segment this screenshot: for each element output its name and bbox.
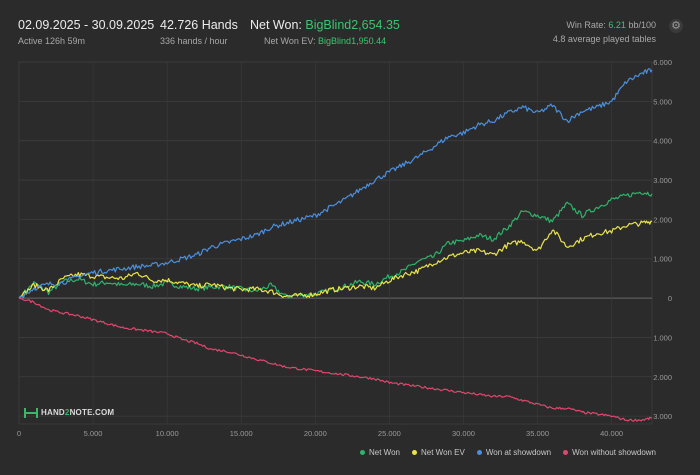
y-axis-labels: 6.000 5.000 4.000 3.000 2.000 1.000 0 1.000 2.00… <box>653 58 672 421</box>
net-won-ev-value: BigBlind1,950.44 <box>318 36 387 46</box>
y-tick-label: 4.000 <box>653 137 672 146</box>
legend-label: Won at showdown <box>485 448 552 457</box>
win-rate-block: Win Rate: 6.21 bb/100 4.8 average played… <box>553 18 656 44</box>
y-tick-label: 0 <box>668 294 672 303</box>
win-rate-label: Win Rate: <box>566 20 606 30</box>
chart-series <box>18 68 653 422</box>
results-chart: 6.000 5.000 4.000 3.000 2.000 1.000 0 1.000 2.00… <box>17 58 672 438</box>
y-tick-label: 5.000 <box>653 97 672 106</box>
legend-dot-icon <box>476 450 482 456</box>
win-rate: Win Rate: 6.21 bb/100 <box>553 20 656 30</box>
net-won: Net Won: BigBlind2,654.35 <box>250 18 400 32</box>
legend-dot-icon <box>563 450 569 456</box>
hands-per-hour: 336 hands / hour <box>160 36 228 46</box>
date-range: 02.09.2025 - 30.09.2025 <box>18 18 155 32</box>
y-tick-label: 3.000 <box>653 412 672 421</box>
series-line-won-at-showdown <box>18 68 653 299</box>
legend-item-net-won-ev[interactable]: Net Won EV <box>411 448 465 457</box>
legend-item-net-won[interactable]: Net Won <box>360 448 400 457</box>
x-tick-label: 20.000 <box>304 429 327 438</box>
legend-label: Net Won <box>369 448 400 457</box>
y-tick-label: 2.000 <box>653 215 672 224</box>
logo-icon <box>24 408 38 418</box>
hand2note-logo: HAND2NOTE.COM <box>24 408 114 418</box>
y-tick-label: 1.000 <box>653 255 672 264</box>
gear-icon[interactable]: ⚙ <box>669 19 683 33</box>
legend-dot-icon <box>411 450 417 456</box>
y-tick-label: 6.000 <box>653 58 672 67</box>
stats-header: 02.09.2025 - 30.09.2025 Active 126h 59m … <box>0 0 700 52</box>
hands-count: 42.726 Hands <box>160 18 238 32</box>
date-block: 02.09.2025 - 30.09.2025 Active 126h 59m <box>18 18 154 46</box>
net-won-label: Net Won: <box>250 18 302 32</box>
series-line-net-won-ev <box>18 220 653 299</box>
series-line-net-won <box>18 191 653 299</box>
x-tick-label: 25.000 <box>378 429 401 438</box>
x-tick-label: 30.000 <box>452 429 475 438</box>
chart-grid <box>18 61 653 425</box>
y-tick-label: 1.000 <box>653 333 672 342</box>
x-tick-label: 40.000 <box>600 429 623 438</box>
legend-label: Net Won EV <box>420 448 465 457</box>
series-line-won-without-showdown <box>18 297 653 422</box>
x-tick-label: 10.000 <box>156 429 179 438</box>
x-axis-labels: 0 5.000 10.000 15.000 20.000 25.000 30.000 35.0… <box>17 429 623 438</box>
x-tick-label: 0 <box>17 429 21 438</box>
legend-item-won-at-showdown[interactable]: Won at showdown <box>476 448 552 457</box>
hands-block: 42.726 Hands 336 hands / hour <box>160 18 238 46</box>
legend-dot-icon <box>360 450 365 456</box>
net-won-block: Net Won: BigBlind2,654.35 Net Won EV: Bi… <box>250 18 400 46</box>
y-tick-label: 2.000 <box>653 373 672 382</box>
win-rate-unit: bb/100 <box>628 20 656 30</box>
x-tick-label: 15.000 <box>230 429 253 438</box>
net-won-ev-label: Net Won EV: <box>264 36 316 46</box>
y-tick-label: 3.000 <box>653 176 672 185</box>
x-tick-label: 35.000 <box>526 429 549 438</box>
x-tick-label: 5.000 <box>84 429 103 438</box>
win-rate-value: 6.21 <box>608 20 626 30</box>
active-time: Active 126h 59m <box>18 36 86 46</box>
net-won-value: BigBlind2,654.35 <box>305 18 400 32</box>
chart-legend: Net Won Net Won EV Won at showdown Won with… <box>360 448 668 457</box>
plot-area <box>18 61 653 425</box>
legend-item-won-without-showdown[interactable]: Won without showdown <box>563 448 656 457</box>
legend-label: Won without showdown <box>572 448 656 457</box>
avg-tables: 4.8 average played tables <box>552 34 656 44</box>
net-won-ev: Net Won EV: BigBlind1,950.44 <box>250 36 400 46</box>
